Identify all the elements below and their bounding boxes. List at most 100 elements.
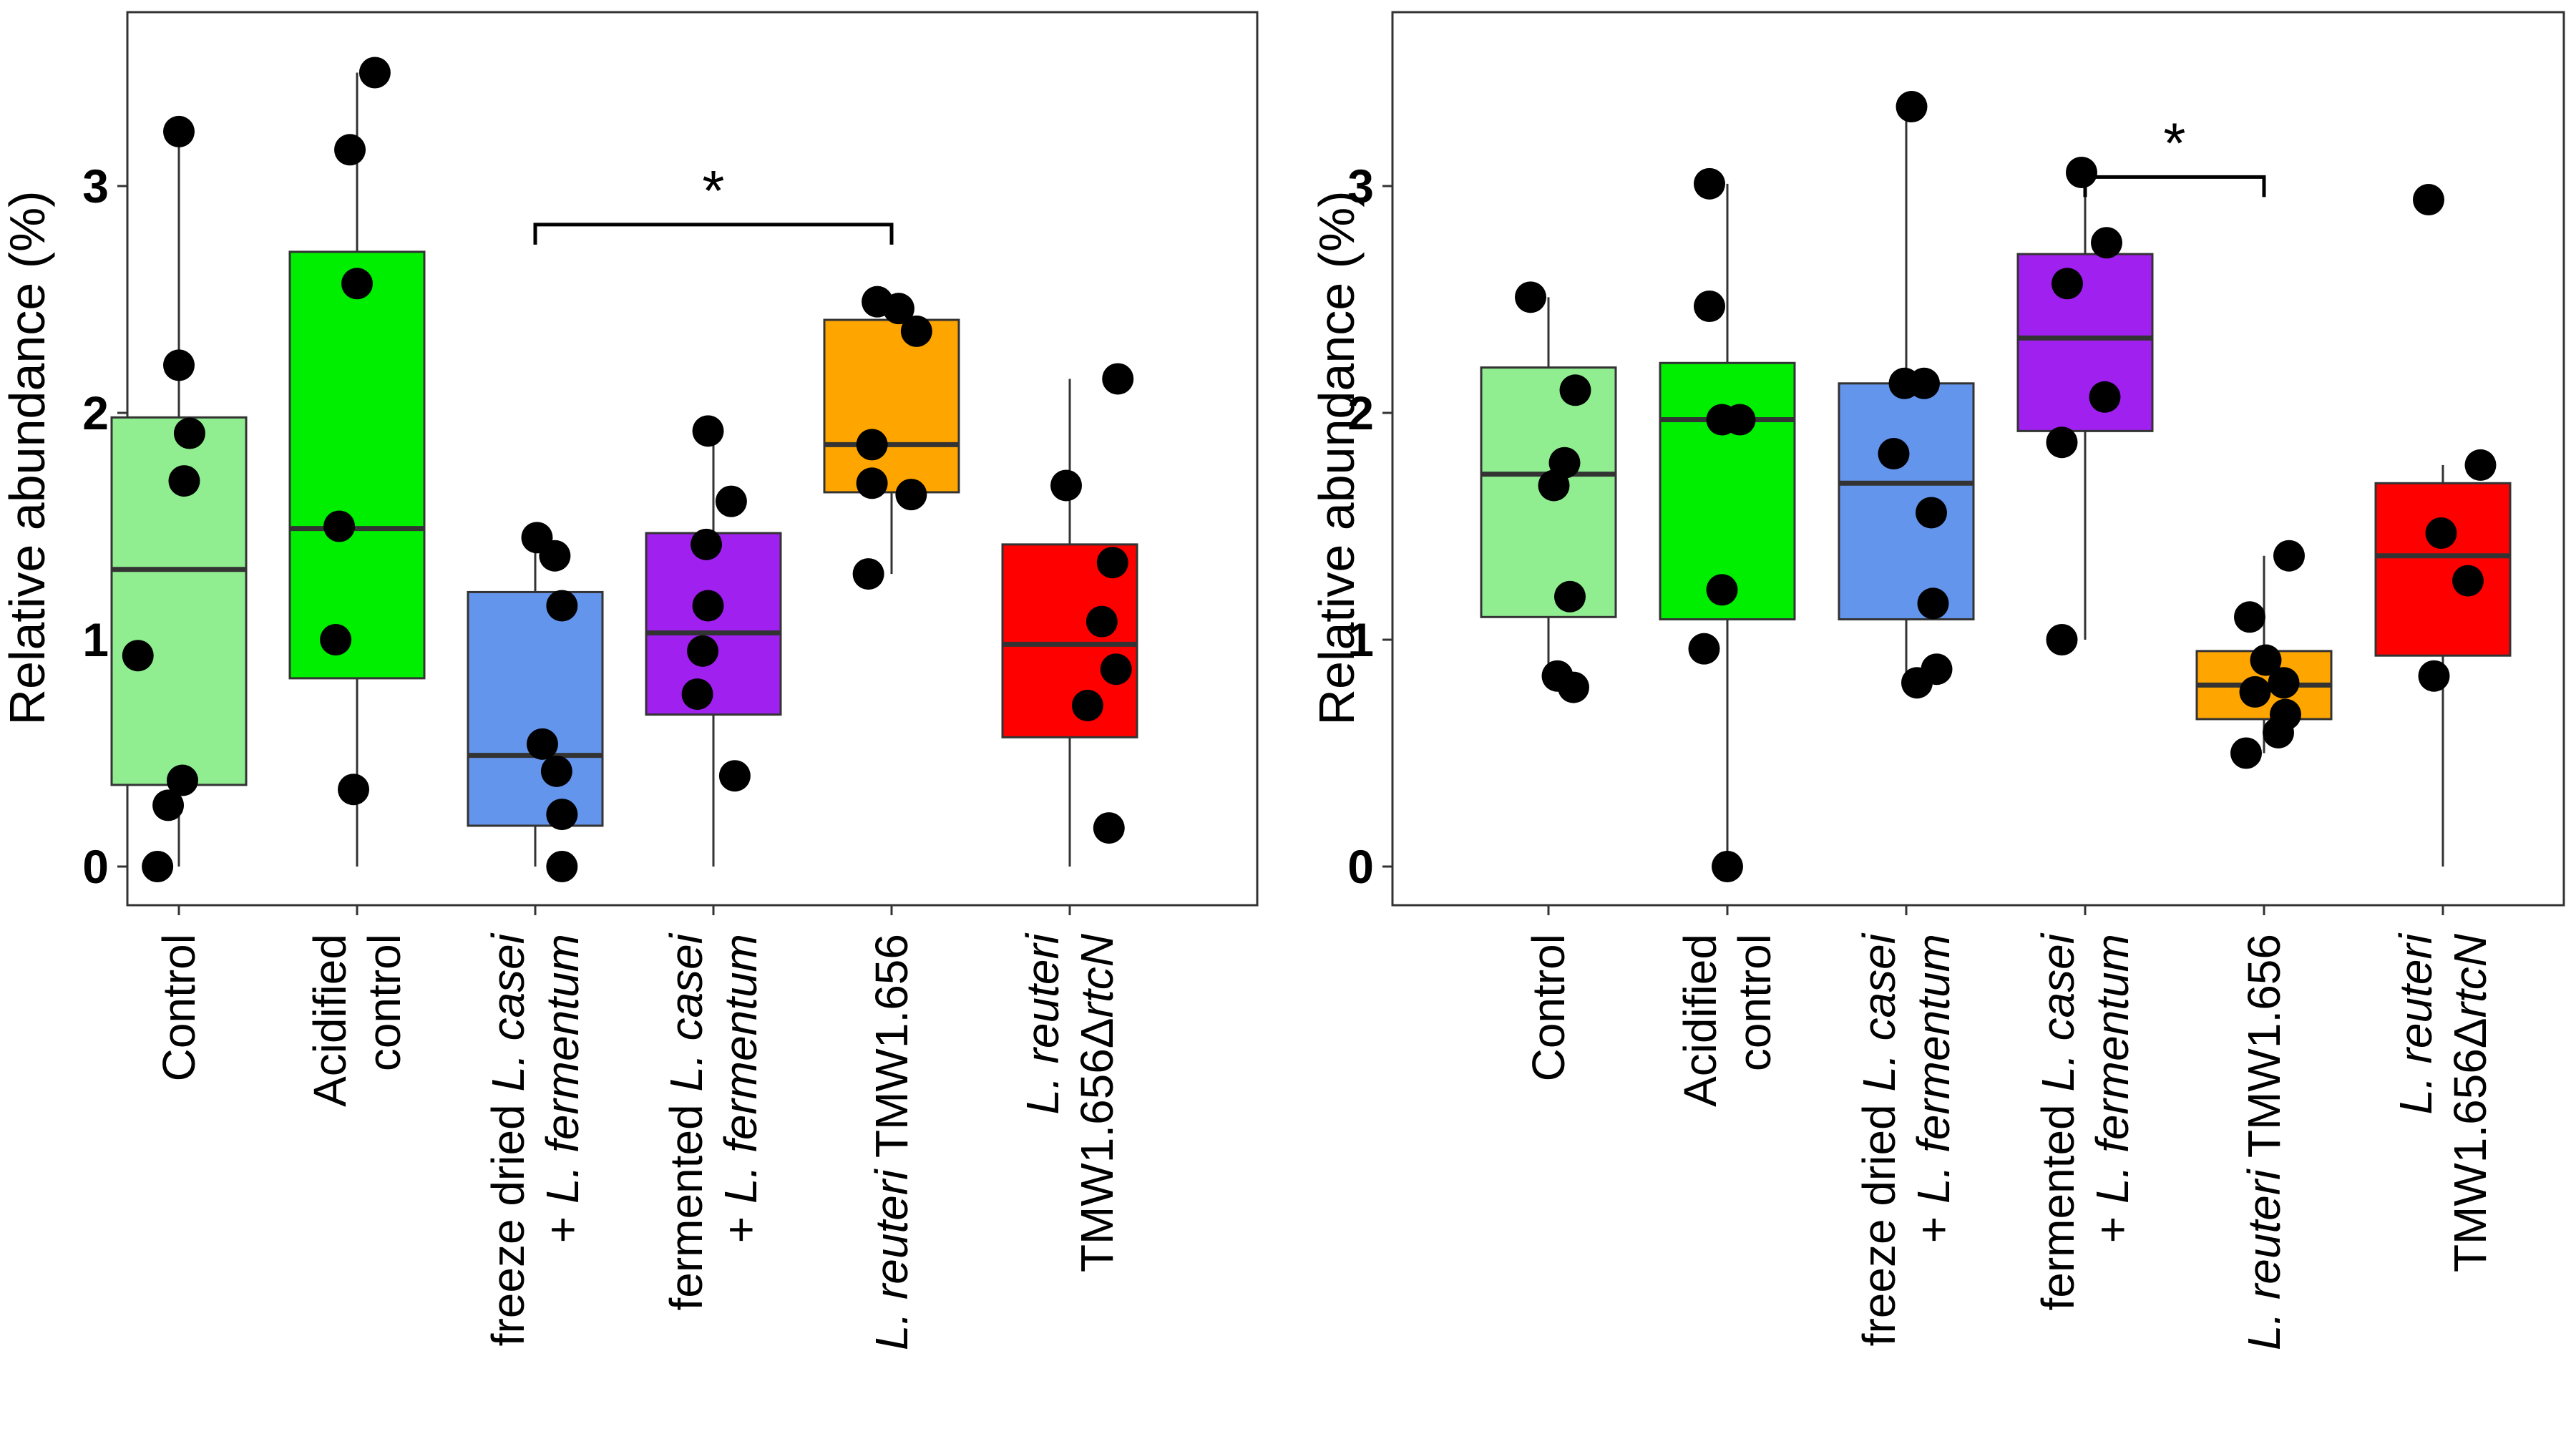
x-category-label: TMW1.656ΔrtcN bbox=[1071, 933, 1123, 1272]
data-point bbox=[1071, 689, 1103, 721]
x-category-label: + L. fermentum bbox=[2087, 934, 2138, 1243]
x-category-label: Acidified bbox=[1674, 934, 1726, 1107]
data-point bbox=[152, 789, 185, 821]
data-point bbox=[1100, 653, 1132, 686]
data-point bbox=[2273, 540, 2305, 572]
data-point bbox=[1694, 291, 1725, 323]
y-tick-label: 3 bbox=[82, 160, 109, 213]
y-tick-label: 1 bbox=[1347, 613, 1374, 666]
data-point bbox=[341, 268, 373, 300]
data-point bbox=[122, 640, 154, 672]
data-point bbox=[163, 115, 195, 147]
data-point bbox=[882, 293, 914, 325]
data-point bbox=[1724, 404, 1756, 436]
data-point bbox=[173, 417, 205, 449]
data-point bbox=[900, 315, 932, 347]
data-point bbox=[856, 467, 888, 499]
data-point bbox=[546, 799, 578, 831]
data-point bbox=[546, 590, 578, 622]
data-point bbox=[1706, 574, 1738, 606]
y-tick-label: 1 bbox=[82, 613, 109, 666]
data-point bbox=[681, 678, 713, 711]
box bbox=[1838, 382, 1975, 620]
data-point bbox=[526, 728, 558, 760]
data-point bbox=[2089, 381, 2121, 413]
x-category-label: control bbox=[1729, 934, 1780, 1071]
x-category-label: + L. fermentum bbox=[1908, 934, 1959, 1243]
box bbox=[2016, 253, 2154, 432]
data-point bbox=[1896, 91, 1928, 123]
data-point bbox=[2250, 644, 2282, 676]
significance-star: * bbox=[702, 159, 724, 223]
data-point bbox=[2046, 426, 2078, 459]
data-point bbox=[320, 624, 352, 655]
y-axis-title: Relative abundance (%) bbox=[0, 190, 55, 725]
x-category-label: freeze dried L. casei bbox=[1853, 932, 1905, 1346]
data-point bbox=[323, 510, 356, 542]
significance-star: * bbox=[2163, 111, 2185, 175]
x-category-label: freeze dried L. casei bbox=[482, 932, 534, 1346]
x-category-label: fermented L. casei bbox=[2032, 932, 2084, 1310]
data-point bbox=[1908, 367, 1940, 399]
y-tick-label: 2 bbox=[82, 386, 109, 439]
x-category-label: L. reuteri bbox=[1017, 932, 1068, 1114]
box bbox=[1001, 543, 1138, 738]
x-category-label: fermented L. casei bbox=[660, 932, 712, 1310]
chart-left: 0 1 2 3 Relative abundance (%) * Control Acidif… bbox=[0, 11, 1259, 1350]
data-point bbox=[2239, 675, 2271, 708]
box bbox=[823, 318, 960, 494]
data-point bbox=[2091, 227, 2122, 259]
data-point bbox=[687, 635, 719, 667]
x-category-label: + L. fermentum bbox=[715, 934, 766, 1243]
data-point bbox=[718, 760, 751, 792]
x-category-label: Control bbox=[1523, 934, 1574, 1081]
significance-bracket bbox=[533, 223, 894, 245]
data-point bbox=[2230, 737, 2262, 769]
data-point bbox=[168, 465, 200, 497]
data-point bbox=[692, 415, 724, 447]
x-category-label: control bbox=[358, 934, 410, 1071]
data-point bbox=[1916, 497, 1947, 529]
data-point bbox=[2046, 624, 2078, 655]
box bbox=[2374, 482, 2512, 657]
data-point bbox=[715, 485, 747, 517]
data-point bbox=[852, 558, 884, 590]
data-point bbox=[691, 528, 723, 560]
data-point bbox=[2066, 156, 2097, 188]
data-point bbox=[1917, 587, 1949, 620]
data-point bbox=[1558, 671, 1589, 703]
data-point bbox=[1093, 812, 1125, 844]
data-point bbox=[1694, 167, 1725, 200]
data-point bbox=[1559, 374, 1591, 406]
data-point bbox=[2051, 268, 2083, 300]
data-point bbox=[540, 755, 572, 787]
y-tick-label: 0 bbox=[1347, 840, 1374, 893]
y-axis-title: Relative abundance (%) bbox=[1309, 190, 1365, 725]
data-point bbox=[1901, 667, 1933, 699]
data-point bbox=[1878, 438, 1910, 470]
x-category-label: Acidified bbox=[304, 934, 356, 1107]
data-point bbox=[1102, 363, 1134, 395]
y-tick-label: 2 bbox=[1347, 386, 1374, 439]
data-point bbox=[2413, 184, 2444, 216]
data-point bbox=[1688, 633, 1720, 665]
y-tick-label: 0 bbox=[82, 840, 109, 893]
x-category-label: L. reuteri TMW1.656 bbox=[2238, 934, 2290, 1350]
data-point bbox=[2268, 667, 2300, 699]
data-point bbox=[1712, 851, 1743, 882]
data-point bbox=[166, 764, 198, 796]
y-tick-label: 3 bbox=[1347, 160, 1374, 213]
x-category-label: TMW1.656ΔrtcN bbox=[2444, 933, 2496, 1272]
data-point bbox=[2418, 660, 2450, 692]
data-point bbox=[1554, 580, 1586, 613]
data-point bbox=[358, 57, 391, 89]
data-point bbox=[142, 851, 174, 882]
significance-bracket bbox=[2083, 175, 2266, 197]
x-category-label: L. reuteri bbox=[2390, 932, 2441, 1114]
data-point bbox=[1085, 605, 1118, 638]
data-point bbox=[2263, 716, 2294, 748]
data-point bbox=[1538, 469, 1570, 502]
data-point bbox=[2452, 565, 2484, 597]
data-point bbox=[2464, 449, 2497, 481]
